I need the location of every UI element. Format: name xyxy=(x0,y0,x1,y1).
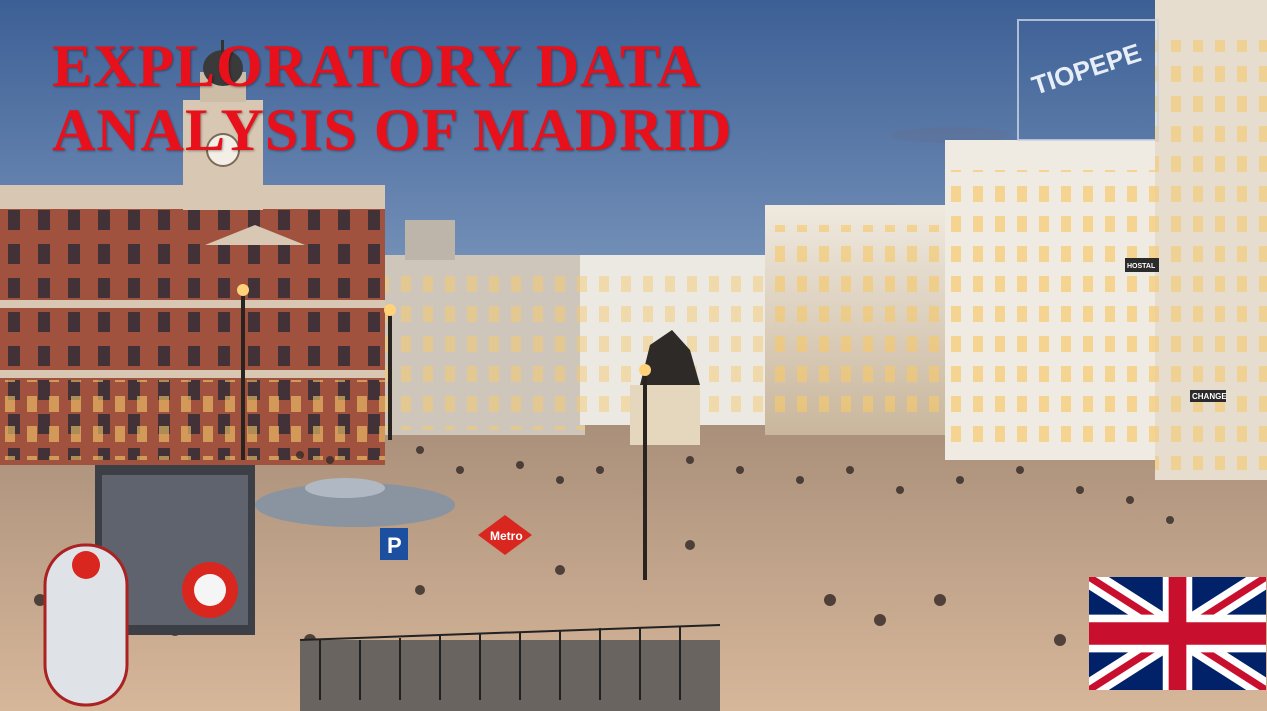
page-title: EXPLORATORY DATA ANALYSIS OF MADRID xyxy=(52,34,732,162)
svg-text:Metro: Metro xyxy=(490,529,523,543)
svg-text:HOSTAL: HOSTAL xyxy=(1127,263,1156,270)
svg-text:P: P xyxy=(387,533,402,558)
uk-flag-icon xyxy=(1089,577,1266,690)
svg-text:CHANGE: CHANGE xyxy=(1192,392,1227,401)
title-line-2: ANALYSIS OF MADRID xyxy=(52,97,733,163)
metro-sign: Metro xyxy=(478,515,532,555)
title-line-1: EXPLORATORY DATA xyxy=(52,33,701,99)
